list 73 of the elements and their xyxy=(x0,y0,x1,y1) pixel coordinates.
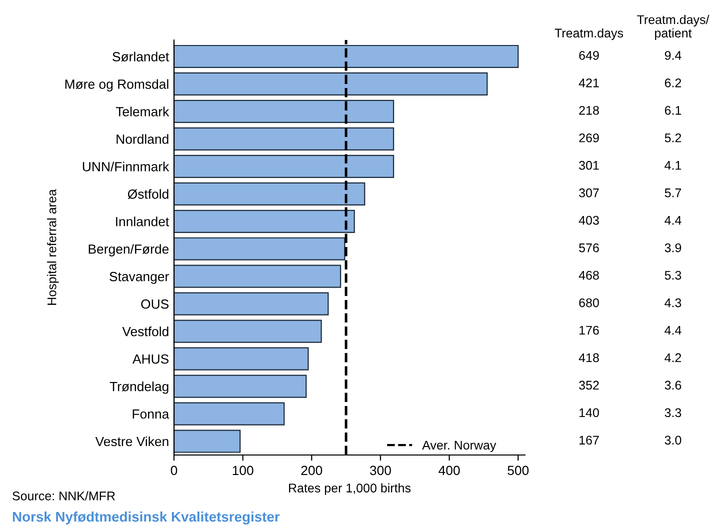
y-tick-label: Vestre Viken xyxy=(95,436,168,446)
data-label: 269 xyxy=(579,133,599,142)
text: Treatm.days/ patient xyxy=(637,14,710,40)
data-label: 301 xyxy=(579,160,599,170)
ref-line-label: Aver. Norway xyxy=(422,440,496,452)
data-label: 468 xyxy=(578,270,599,280)
bar xyxy=(174,320,322,343)
bar xyxy=(174,100,394,124)
data-label: 140 xyxy=(580,408,599,418)
data-label: 5.7 xyxy=(664,188,682,198)
data-label: 218 xyxy=(579,106,599,115)
data-label: 3.3 xyxy=(664,408,682,418)
y-tick-label: Stavanger xyxy=(110,272,169,284)
bar xyxy=(174,402,285,426)
y-tick-label: Nordland xyxy=(116,134,168,144)
data-label: 3.0 xyxy=(664,436,682,445)
data-label: 3.9 xyxy=(664,243,682,252)
bar xyxy=(174,210,355,233)
data-label: 4.4 xyxy=(664,326,682,335)
data-label: 4.3 xyxy=(664,298,682,308)
y-tick-label: Telemark xyxy=(116,106,170,116)
bar xyxy=(174,44,519,68)
y-tick-label: AHUS xyxy=(132,354,169,364)
data-label: 6.2 xyxy=(664,78,682,88)
bar xyxy=(174,72,488,96)
data-label: 5.3 xyxy=(664,270,682,280)
bar xyxy=(174,430,241,453)
y-tick-label: Innlandet xyxy=(116,216,170,226)
data-label: 649 xyxy=(579,50,599,60)
data-label: 3.6 xyxy=(664,380,682,390)
y-tick-label: Trøndelag xyxy=(110,382,168,394)
text: Treatm.days xyxy=(554,28,624,40)
data-label: 421 xyxy=(578,78,599,88)
source-note: Source: NNK/MFR xyxy=(12,491,115,500)
data-label: 176 xyxy=(580,326,599,335)
x-tick-label: 500 xyxy=(508,466,529,476)
y-tick-label: Bergen/Førde xyxy=(88,244,169,256)
y-axis-title: Hospital referral area xyxy=(47,189,59,305)
bar xyxy=(174,264,342,288)
data-label: 9.4 xyxy=(664,50,682,60)
y-tick-label: OUS xyxy=(141,299,169,309)
bar xyxy=(174,292,329,316)
data-label: 403 xyxy=(578,216,599,225)
x-tick-label: 400 xyxy=(438,466,460,476)
y-tick-label: Møre og Romsdal xyxy=(65,79,168,92)
data-label: 5.2 xyxy=(664,133,682,142)
bar xyxy=(174,347,309,370)
data-label: 6.1 xyxy=(664,106,682,115)
data-label: 4.1 xyxy=(664,161,682,170)
x-tick-label: 100 xyxy=(232,466,254,476)
y-tick-label: Sørlandet xyxy=(112,52,170,62)
data-label: 576 xyxy=(579,243,599,252)
x-tick-label: 0 xyxy=(170,466,178,476)
y-tick-label: Vestfold xyxy=(122,326,168,336)
data-label: 418 xyxy=(578,353,599,362)
data-label: 307 xyxy=(579,188,599,198)
bar xyxy=(174,182,366,206)
data-label: 4.4 xyxy=(664,216,682,225)
y-tick-label: Fonna xyxy=(132,409,170,419)
text: Norsk Nyfødtmedisinsk Kvalitetsregister xyxy=(12,511,280,525)
x-tick-label: 300 xyxy=(370,466,391,476)
bar xyxy=(174,237,346,260)
bar xyxy=(174,154,394,178)
bar xyxy=(174,374,307,398)
x-tick-label: 200 xyxy=(301,466,322,476)
data-label: 352 xyxy=(579,380,599,390)
y-tick-label: Østfold xyxy=(128,189,168,200)
x-axis-title: Rates per 1,000 births xyxy=(289,483,411,495)
bar xyxy=(174,127,394,150)
y-tick-label: UNN/Finnmark xyxy=(82,162,170,172)
data-label: 167 xyxy=(580,436,599,445)
data-label: 4.2 xyxy=(664,353,682,362)
data-label: 680 xyxy=(579,298,599,308)
